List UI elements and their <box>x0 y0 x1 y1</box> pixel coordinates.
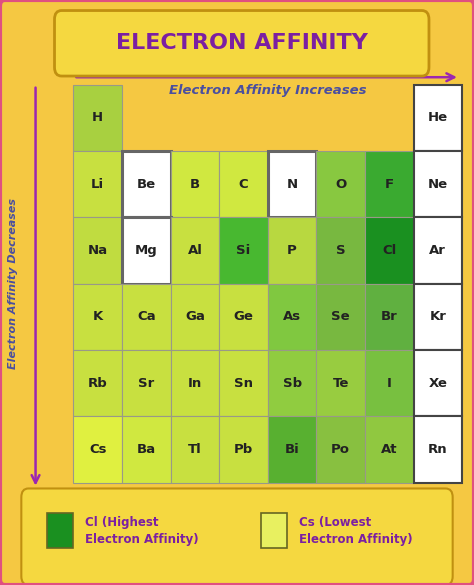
Text: Al: Al <box>188 244 202 257</box>
Text: As: As <box>283 311 301 324</box>
Bar <box>413 85 462 151</box>
Bar <box>73 284 122 350</box>
Text: Ne: Ne <box>428 178 448 191</box>
Text: Li: Li <box>91 178 104 191</box>
Text: K: K <box>92 311 103 324</box>
Bar <box>122 350 171 417</box>
Bar <box>365 218 413 284</box>
Bar <box>47 512 73 548</box>
Text: O: O <box>335 178 346 191</box>
Text: Sb: Sb <box>283 377 301 390</box>
Bar <box>413 218 462 284</box>
Bar <box>171 350 219 417</box>
Bar <box>413 417 462 483</box>
Text: Si: Si <box>237 244 251 257</box>
Bar <box>122 284 171 350</box>
Bar <box>171 417 219 483</box>
Bar <box>73 85 122 151</box>
Bar <box>171 151 219 218</box>
Text: Cs: Cs <box>89 443 107 456</box>
Bar <box>268 417 317 483</box>
Text: Br: Br <box>381 311 398 324</box>
Text: He: He <box>428 112 448 125</box>
Bar <box>268 350 317 417</box>
Text: At: At <box>381 443 398 456</box>
Text: Ge: Ge <box>234 311 254 324</box>
Text: Rb: Rb <box>88 377 108 390</box>
Bar <box>316 350 365 417</box>
Text: Cl: Cl <box>382 244 396 257</box>
Bar <box>316 417 365 483</box>
Bar <box>365 417 413 483</box>
Bar <box>365 350 413 417</box>
Bar <box>219 284 268 350</box>
Text: Bi: Bi <box>285 443 300 456</box>
Text: Xe: Xe <box>428 377 447 390</box>
Bar <box>219 151 268 218</box>
Bar <box>316 151 365 218</box>
Bar <box>316 218 365 284</box>
Bar <box>268 284 317 350</box>
Bar <box>73 417 122 483</box>
Text: N: N <box>287 178 298 191</box>
Bar <box>219 417 268 483</box>
Bar <box>261 512 287 548</box>
FancyBboxPatch shape <box>55 11 429 76</box>
Bar <box>122 151 171 218</box>
Bar <box>365 151 413 218</box>
Bar <box>219 218 268 284</box>
Text: Be: Be <box>137 178 156 191</box>
Text: Ga: Ga <box>185 311 205 324</box>
Bar <box>171 218 219 284</box>
Bar <box>122 218 171 284</box>
Text: Ar: Ar <box>429 244 447 257</box>
Bar <box>268 151 317 218</box>
Text: Ca: Ca <box>137 311 155 324</box>
Bar <box>219 350 268 417</box>
Text: Po: Po <box>331 443 350 456</box>
Text: Mg: Mg <box>135 244 158 257</box>
Text: S: S <box>336 244 346 257</box>
Text: Sn: Sn <box>234 377 253 390</box>
Bar <box>316 284 365 350</box>
Text: I: I <box>387 377 392 390</box>
Text: B: B <box>190 178 200 191</box>
Text: Kr: Kr <box>429 311 447 324</box>
Bar <box>73 151 122 218</box>
Text: Tl: Tl <box>188 443 202 456</box>
Bar <box>413 350 462 417</box>
Text: P: P <box>287 244 297 257</box>
Text: C: C <box>239 178 248 191</box>
Text: ELECTRON AFFINITY: ELECTRON AFFINITY <box>116 33 368 53</box>
Bar <box>73 218 122 284</box>
Text: In: In <box>188 377 202 390</box>
Text: F: F <box>385 178 394 191</box>
Bar <box>171 284 219 350</box>
Bar <box>73 350 122 417</box>
Bar <box>413 151 462 218</box>
Text: Te: Te <box>332 377 349 390</box>
Bar <box>413 284 462 350</box>
Text: Ba: Ba <box>137 443 156 456</box>
Text: Sr: Sr <box>138 377 155 390</box>
Bar <box>268 218 317 284</box>
Text: Na: Na <box>88 244 108 257</box>
Text: Electron Affinity Decreases: Electron Affinity Decreases <box>8 198 18 369</box>
Text: Cs (Lowest
Electron Affinity): Cs (Lowest Electron Affinity) <box>299 515 412 546</box>
Bar <box>365 284 413 350</box>
Bar <box>122 417 171 483</box>
Text: H: H <box>92 112 103 125</box>
FancyBboxPatch shape <box>21 488 453 585</box>
Text: Electron Affinity Increases: Electron Affinity Increases <box>169 84 366 97</box>
Text: Se: Se <box>331 311 350 324</box>
Text: Pb: Pb <box>234 443 253 456</box>
Text: Cl (Highest
Electron Affinity): Cl (Highest Electron Affinity) <box>85 515 199 546</box>
Text: Rn: Rn <box>428 443 447 456</box>
